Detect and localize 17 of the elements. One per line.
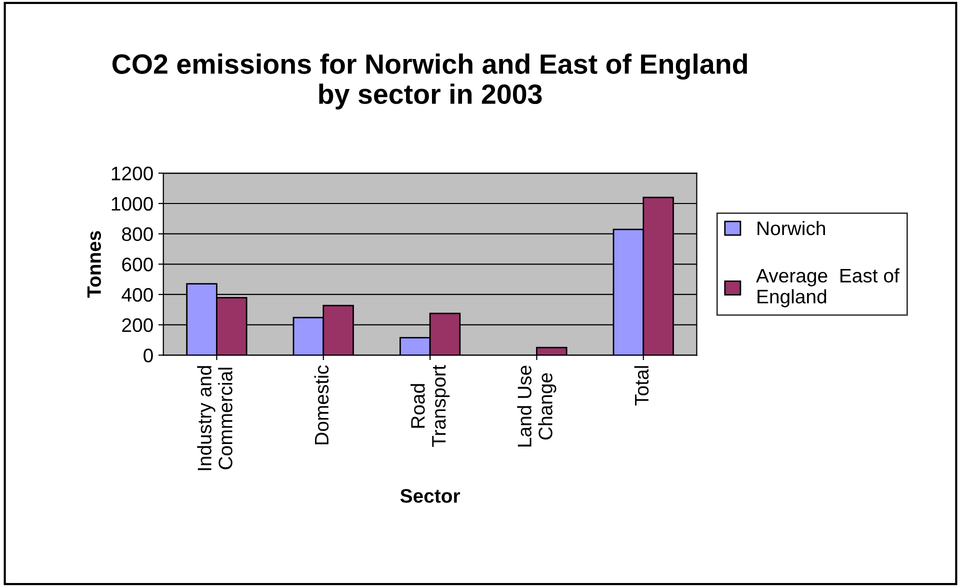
x-axis-title: Sector: [400, 489, 460, 503]
x-tick-label: Land Use Change: [517, 366, 556, 446]
y-tick-label: 600: [122, 258, 153, 272]
x-tick-label: Domestic: [314, 365, 329, 444]
y-tick-label: 800: [122, 227, 153, 242]
y-axis-title: Tonnes: [87, 231, 101, 298]
chart-title: CO2 emissions for Norwich and East of England by sector in 2003: [112, 54, 747, 110]
legend-label: Norwich: [758, 220, 825, 236]
y-tick-label: 200: [122, 318, 153, 332]
x-tick-label: Road Transport: [410, 364, 450, 447]
y-tick-label: 1200: [112, 166, 153, 180]
y-tick-label: 0: [144, 348, 153, 362]
y-tick-label: 400: [122, 288, 153, 302]
x-tick-label: Total: [634, 366, 649, 406]
x-tick-label: Industry and Commercial: [197, 366, 232, 470]
y-tick-label: 1000: [112, 196, 153, 211]
legend-label: Average East of England: [756, 268, 900, 308]
